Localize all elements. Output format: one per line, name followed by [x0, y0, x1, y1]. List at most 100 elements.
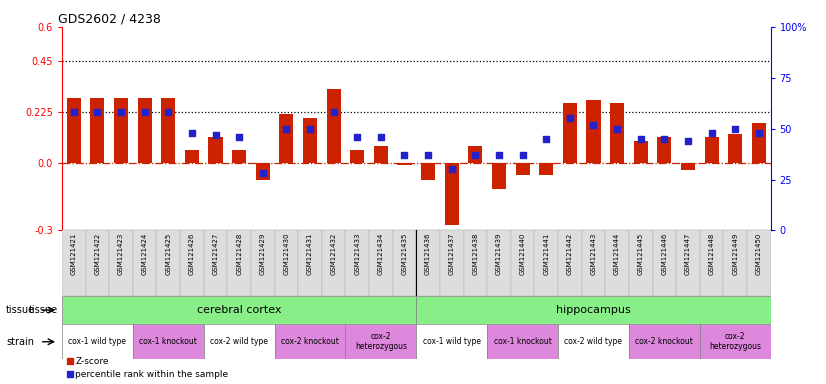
Text: GSM121429: GSM121429 — [259, 232, 266, 275]
Bar — [369, 230, 392, 296]
Bar — [204, 230, 227, 296]
Text: cox-2
heterozygous: cox-2 heterozygous — [355, 332, 407, 351]
Bar — [350, 150, 364, 162]
Bar — [468, 146, 482, 162]
Bar — [138, 98, 152, 162]
Legend: Z-score, percentile rank within the sample: Z-score, percentile rank within the samp… — [66, 357, 229, 379]
Point — [398, 152, 411, 158]
Point — [256, 170, 269, 177]
Text: GSM121424: GSM121424 — [141, 232, 148, 275]
Bar — [653, 230, 676, 296]
Point — [421, 152, 434, 158]
Bar — [114, 98, 128, 162]
Text: GSM121446: GSM121446 — [662, 232, 667, 275]
Text: GSM121422: GSM121422 — [94, 232, 101, 275]
Bar — [232, 150, 246, 162]
Text: cox-2 wild type: cox-2 wild type — [564, 337, 623, 346]
Text: GSM121427: GSM121427 — [212, 232, 219, 275]
Bar — [67, 98, 81, 162]
Bar — [676, 230, 700, 296]
Point — [445, 166, 458, 172]
Point — [681, 138, 695, 144]
Bar — [515, 162, 529, 175]
Point — [374, 134, 387, 140]
Bar — [185, 150, 199, 162]
Bar — [180, 230, 204, 296]
Point — [91, 109, 104, 116]
Bar — [208, 137, 222, 162]
Text: GSM121445: GSM121445 — [638, 232, 643, 275]
Text: strain: strain — [7, 337, 35, 347]
Text: GSM121433: GSM121433 — [354, 232, 360, 275]
Bar — [558, 324, 629, 359]
Text: GSM121443: GSM121443 — [591, 232, 596, 275]
Text: GSM121444: GSM121444 — [614, 232, 620, 275]
Bar — [681, 162, 695, 170]
Bar — [487, 230, 510, 296]
Text: GSM121431: GSM121431 — [307, 232, 313, 275]
Bar — [86, 230, 109, 296]
Point — [539, 136, 553, 142]
Bar — [605, 230, 629, 296]
Point — [303, 126, 316, 132]
Bar — [256, 162, 270, 180]
Text: cox-2 knockout: cox-2 knockout — [281, 337, 339, 346]
Text: GSM121432: GSM121432 — [330, 232, 337, 275]
Point — [657, 136, 671, 142]
Bar — [161, 98, 175, 162]
Bar — [345, 230, 369, 296]
Text: GSM121449: GSM121449 — [732, 232, 738, 275]
Bar — [705, 137, 719, 162]
Point — [162, 109, 175, 116]
Point — [233, 134, 246, 140]
Point — [185, 130, 198, 136]
Bar — [492, 162, 506, 189]
Point — [469, 152, 482, 158]
Point — [350, 134, 363, 140]
Bar — [487, 324, 558, 359]
Bar — [62, 324, 133, 359]
Bar — [558, 230, 582, 296]
Bar — [326, 89, 340, 162]
Bar — [322, 230, 345, 296]
Point — [729, 126, 742, 132]
Text: GSM121440: GSM121440 — [520, 232, 525, 275]
Bar — [747, 230, 771, 296]
Text: cox-2
heterozygous: cox-2 heterozygous — [710, 332, 762, 351]
Text: tissue: tissue — [6, 305, 35, 315]
Point — [138, 109, 151, 116]
Text: GSM121421: GSM121421 — [71, 232, 77, 275]
Bar — [610, 103, 624, 162]
Point — [705, 130, 718, 136]
Text: cerebral cortex: cerebral cortex — [197, 305, 282, 315]
Text: GSM121442: GSM121442 — [567, 232, 573, 275]
Bar — [303, 118, 317, 162]
Point — [280, 126, 293, 132]
Text: GSM121434: GSM121434 — [377, 232, 384, 275]
Bar — [416, 296, 771, 324]
Bar — [274, 324, 345, 359]
Bar — [274, 230, 298, 296]
Point — [327, 109, 340, 116]
Bar — [156, 230, 180, 296]
Bar — [133, 324, 204, 359]
Text: GSM121441: GSM121441 — [544, 232, 549, 275]
Bar — [729, 134, 743, 162]
Point — [586, 121, 600, 127]
Bar — [345, 324, 416, 359]
Point — [67, 109, 80, 116]
Bar — [724, 230, 747, 296]
Text: GSM121423: GSM121423 — [118, 232, 124, 275]
Point — [610, 126, 624, 132]
Bar — [582, 230, 605, 296]
Text: GSM121439: GSM121439 — [496, 232, 502, 275]
Bar — [629, 324, 700, 359]
Bar — [416, 230, 440, 296]
Text: GSM121425: GSM121425 — [165, 232, 171, 275]
Point — [516, 152, 529, 158]
Bar — [90, 98, 104, 162]
Point — [114, 109, 127, 116]
Bar — [463, 230, 487, 296]
Text: cox-2 wild type: cox-2 wild type — [210, 337, 268, 346]
Bar — [629, 230, 653, 296]
